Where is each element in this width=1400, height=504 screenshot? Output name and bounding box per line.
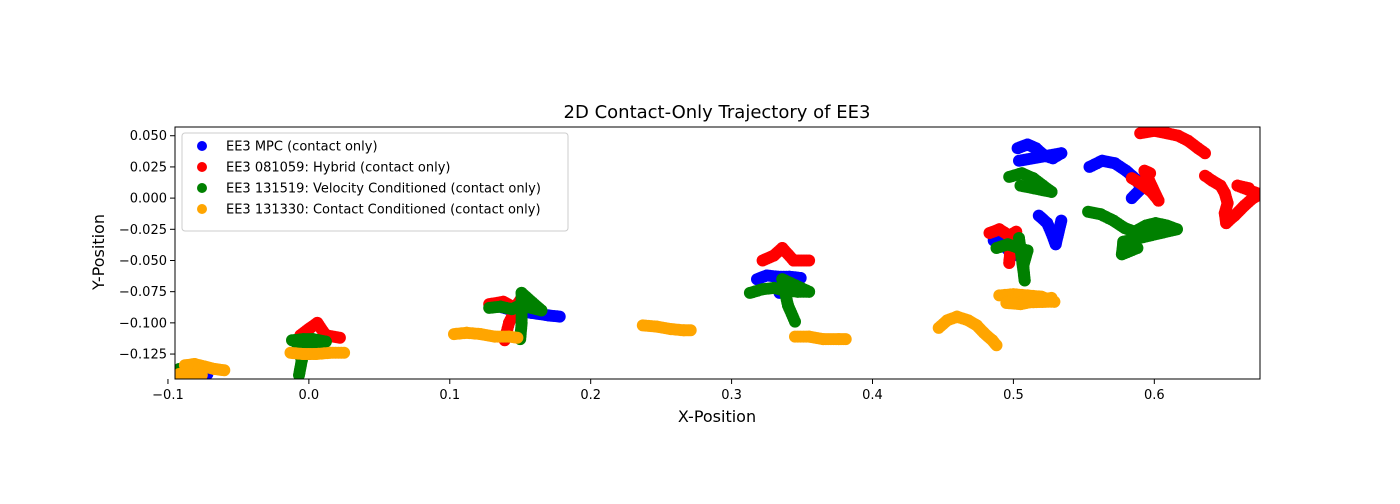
legend-label: EE3 081059: Hybrid (contact only): [226, 161, 450, 176]
legend-box: [181, 132, 569, 232]
scatter-point: [1013, 154, 1025, 167]
legend-marker: [197, 162, 207, 172]
scatter-point: [1055, 214, 1068, 227]
scatter-point: [218, 364, 231, 377]
x-tick-label: 0.0: [299, 388, 320, 403]
data-points: [175, 127, 1260, 379]
y-axis-label: Y-Position: [89, 214, 108, 291]
x-tick-label: 0.6: [1144, 388, 1165, 403]
legend-label: EE3 131330: Contact Conditioned (contact…: [226, 203, 541, 218]
legend-marker: [197, 141, 207, 151]
x-axis: −0.1 0.0 0.1 0.2 0.3 0.4 0.5 0.6: [152, 379, 1165, 403]
chart-title: 2D Contact-Only Trajectory of EE3: [564, 102, 871, 123]
scatter-point: [338, 346, 351, 359]
legend: EE3 MPC (contact only) EE3 081059: Hybrid…: [181, 132, 569, 232]
x-tick-label: 0.4: [862, 388, 883, 403]
x-tick-label: 0.5: [1003, 388, 1024, 403]
plot-area: [174, 126, 1261, 380]
scatter-point: [1014, 179, 1027, 192]
y-tick-label: 0.000: [130, 192, 167, 207]
scatter-point: [839, 333, 852, 346]
scatter-point: [1013, 232, 1025, 244]
scatter-point: [1199, 147, 1211, 160]
y-tick-label: 0.025: [130, 160, 167, 175]
y-tick-label: 0.050: [130, 129, 167, 144]
y-tick-label: −0.125: [119, 348, 167, 363]
series-4-points: [175, 288, 1061, 379]
legend-marker: [197, 183, 207, 193]
scatter-point: [789, 315, 801, 328]
y-tick-label: −0.075: [119, 285, 167, 300]
scatter-point: [1131, 242, 1144, 254]
y-tick-label: −0.050: [119, 254, 167, 269]
scatter-point: [1144, 167, 1157, 180]
y-axis: −0.125 −0.100 −0.075 −0.050 −0.025 0.000 0.025…: [119, 129, 175, 363]
scatter-point: [1003, 257, 1016, 269]
scatter-point: [553, 310, 566, 323]
scatter-point: [803, 254, 816, 267]
scatter-point: [1045, 291, 1058, 304]
legend-label: EE3 MPC (contact only): [226, 140, 378, 155]
scatter-point: [1242, 182, 1255, 195]
y-tick-label: −0.025: [119, 223, 167, 238]
x-tick-label: 0.1: [439, 388, 460, 403]
x-axis-label: X-Position: [678, 407, 756, 426]
scatter-point: [293, 369, 305, 379]
legend-marker: [197, 204, 207, 214]
legend-label: EE3 131519: Velocity Conditioned (contac…: [226, 182, 541, 197]
y-tick-label: −0.100: [119, 316, 167, 331]
scatter-point: [511, 331, 524, 344]
scatter-point: [684, 324, 697, 337]
series-3-points: [175, 167, 1183, 379]
scatter-point: [990, 339, 1003, 352]
x-tick-label: 0.2: [580, 388, 601, 403]
scatter-point: [1125, 192, 1138, 205]
x-tick-label: 0.3: [721, 388, 742, 403]
scatter-point: [333, 331, 346, 344]
x-tick-label: −0.1: [152, 388, 184, 403]
